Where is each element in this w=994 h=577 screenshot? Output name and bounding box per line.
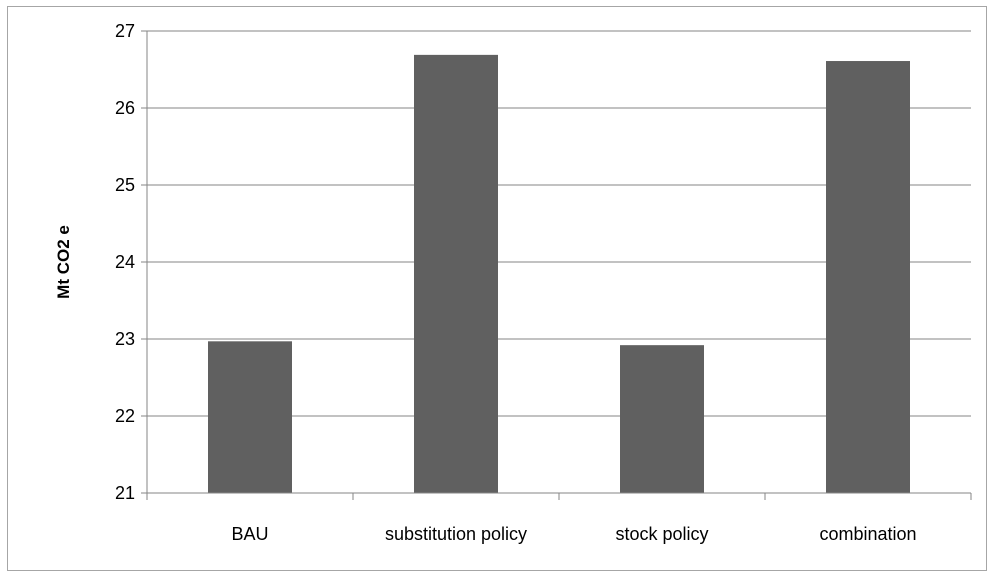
bar [208, 341, 292, 493]
bar [826, 61, 910, 493]
x-tick-label: combination [819, 524, 916, 544]
y-tick-label: 21 [115, 483, 135, 503]
axes [141, 30, 972, 500]
bar [620, 345, 704, 493]
y-tick-label: 24 [115, 252, 135, 272]
x-tick-label: BAU [231, 524, 268, 544]
tick-labels: 21 22 23 24 25 26 27 BAU substitution policy stoc… [115, 21, 917, 544]
bar [414, 54, 498, 494]
bars [208, 54, 910, 494]
y-tick-label: 22 [115, 406, 135, 426]
y-tick-label: 25 [115, 175, 135, 195]
y-axis-title: Mt CO2 e [54, 225, 73, 299]
y-tick-label: 26 [115, 98, 135, 118]
x-tick-label: stock policy [615, 524, 708, 544]
y-tick-label: 23 [115, 329, 135, 349]
y-tick-label: 27 [115, 21, 135, 41]
x-tick-label: substitution policy [385, 524, 527, 544]
